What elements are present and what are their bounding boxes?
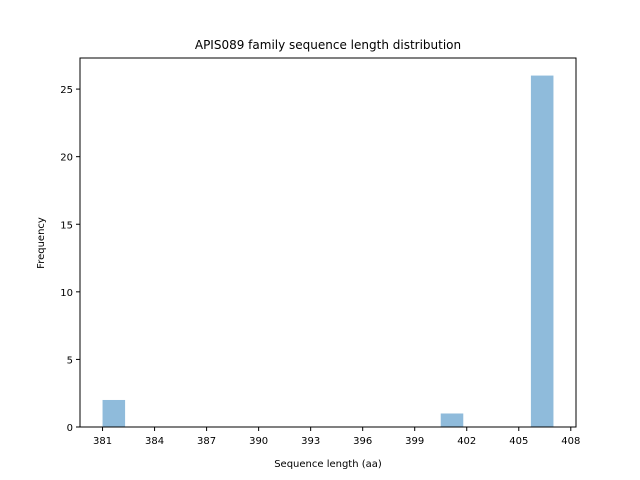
y-tick-label: 0	[67, 423, 73, 434]
x-tick-label: 399	[405, 436, 424, 447]
histogram-bar	[530, 75, 554, 428]
x-tick-label: 402	[457, 436, 476, 447]
x-tick-label: 393	[301, 436, 320, 447]
y-tick-label: 5	[67, 355, 73, 366]
x-tick-label: 408	[561, 436, 580, 447]
chart-title: APIS089 family sequence length distribut…	[195, 38, 461, 52]
x-tick-label: 384	[145, 436, 164, 447]
x-tick-label: 405	[509, 436, 528, 447]
x-axis-label: Sequence length (aa)	[274, 459, 382, 470]
y-axis-ticks: 0 5 10 15 20 25	[60, 85, 80, 434]
x-tick-label: 387	[197, 436, 216, 447]
y-tick-label: 20	[60, 153, 73, 164]
plot-frame	[79, 57, 577, 428]
x-tick-label: 390	[249, 436, 268, 447]
histogram-bars	[102, 75, 554, 428]
x-tick-label: 381	[93, 436, 112, 447]
x-tick-label: 396	[353, 436, 372, 447]
x-axis-ticks: 381 384 387 390 393 396 399 402 405 408	[93, 427, 580, 447]
y-tick-label: 15	[60, 220, 73, 231]
y-axis-label: Frequency	[36, 217, 47, 269]
y-tick-label: 10	[60, 288, 73, 299]
histogram-bar	[440, 413, 464, 427]
histogram-bar	[102, 399, 126, 427]
y-tick-label: 25	[60, 85, 73, 96]
